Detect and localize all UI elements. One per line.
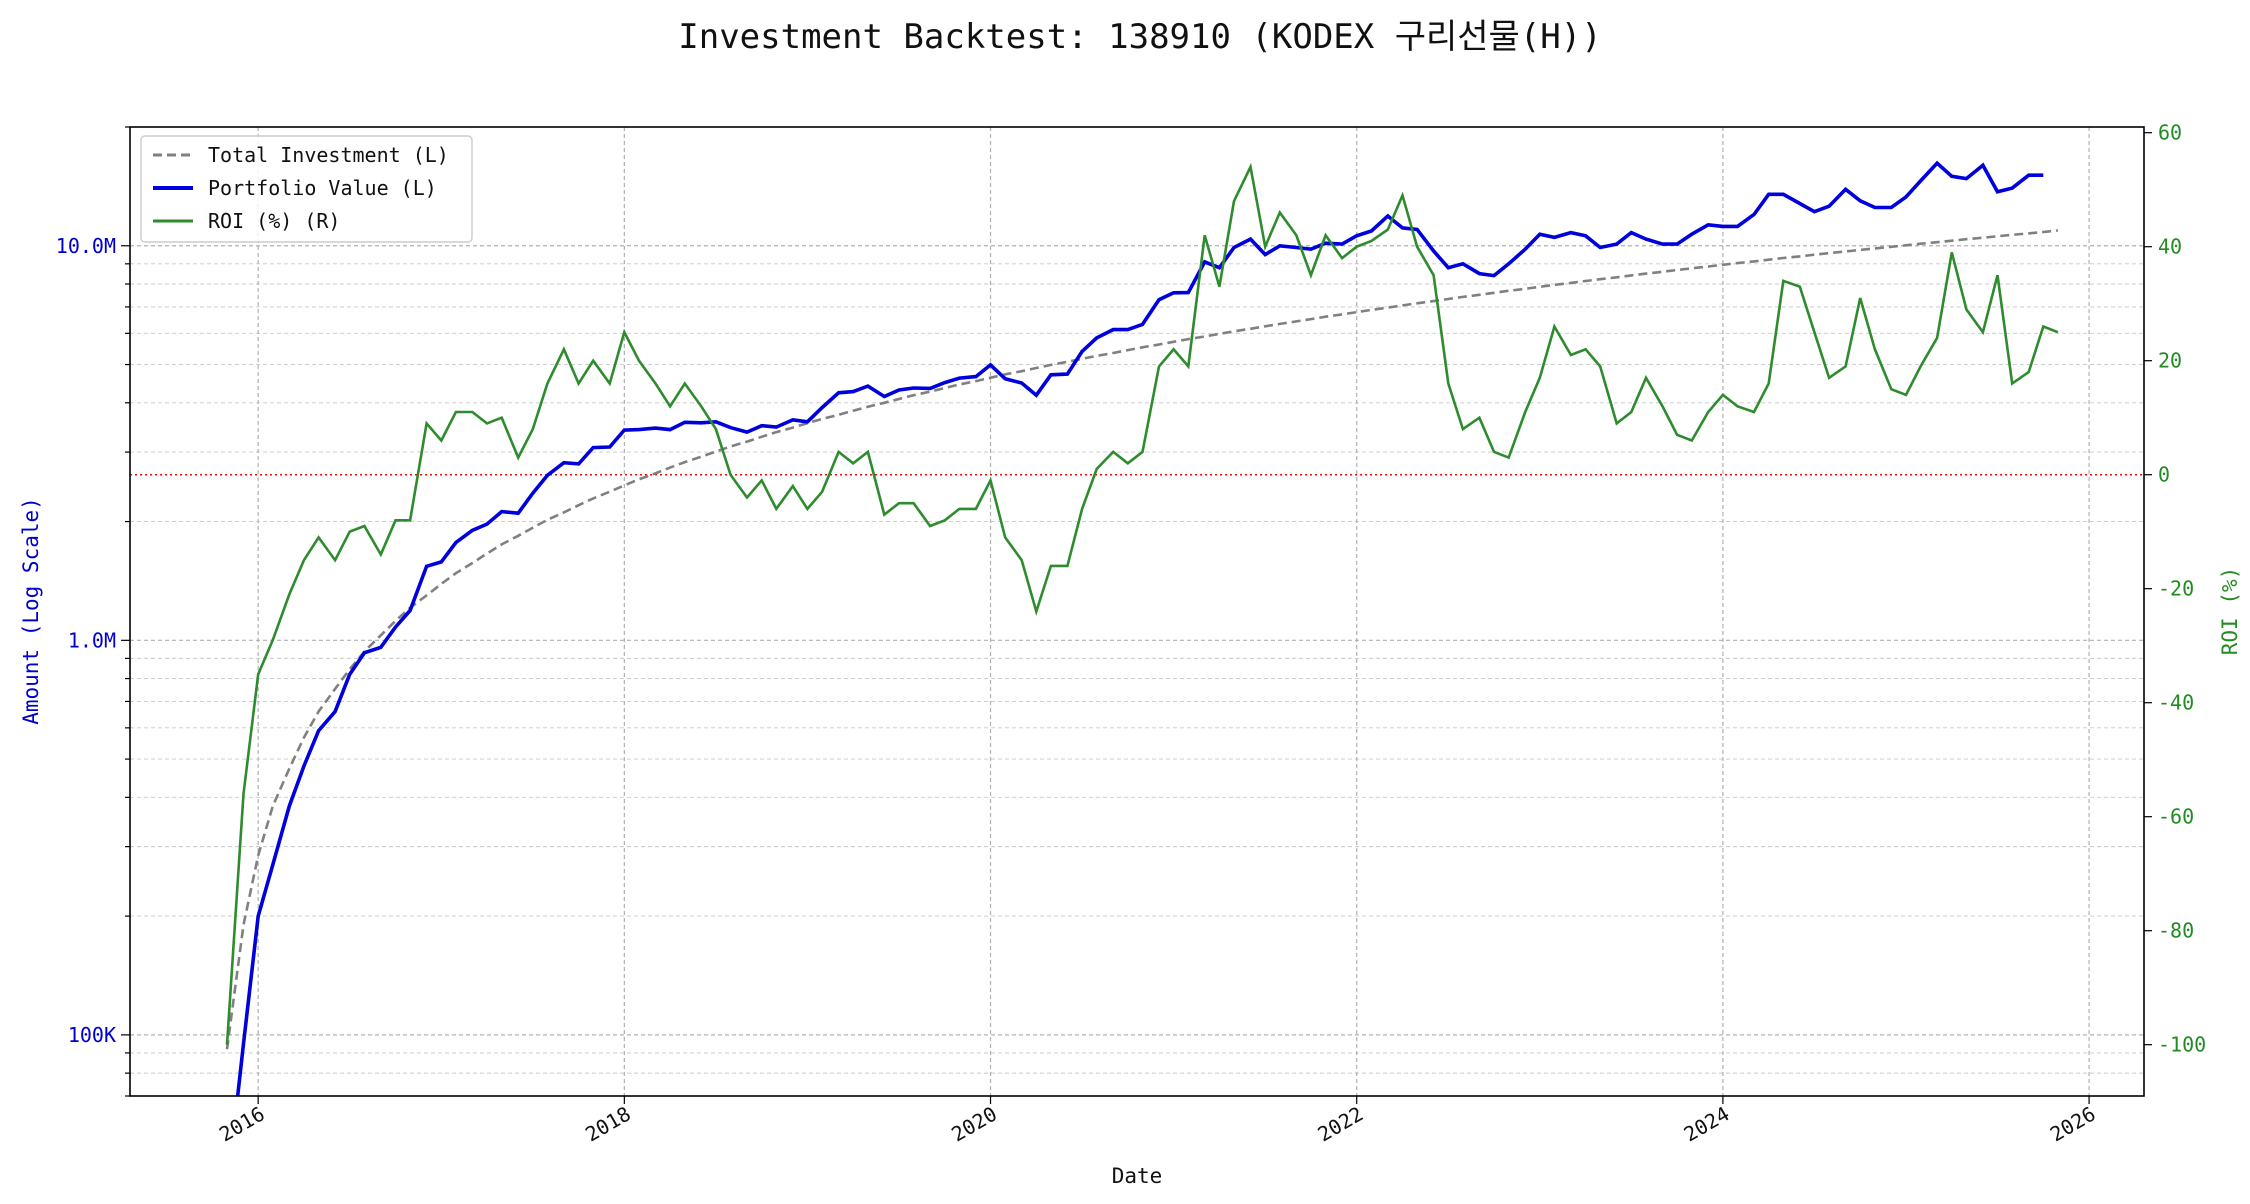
right-tick-label: -100 [2158,1033,2206,1057]
right-tick-label: -20 [2158,577,2194,601]
x-tick-label: 2018 [581,1102,635,1147]
x-tick-label: 2024 [1680,1102,1734,1147]
grid-layer [130,126,2144,1097]
plot-frame [129,126,2145,1097]
legend-label-portfolio-value: Portfolio Value (L) [208,176,437,200]
chart-title: Investment Backtest: 138910 (KODEX 구리선물(… [678,17,1601,57]
right-tick-label: -60 [2158,805,2194,829]
series-total-investment [225,229,2059,1050]
series-roi [225,162,2059,1045]
left-tick-label: 100K [68,1023,116,1047]
x-tick-label: 2022 [1313,1102,1367,1147]
legend-label-roi: ROI (%) (R) [208,209,340,233]
x-tick-label: 2020 [947,1102,1001,1147]
right-tick-label: 0 [2158,463,2170,487]
series-portfolio-value [235,160,2044,1096]
legend-box [140,135,473,243]
left-tick-label: 1.0M [68,628,116,652]
right-tick-label: 20 [2158,349,2182,373]
left-axis-label: Amount (Log Scale) [19,497,43,725]
legend-label-total-investment: Total Investment (L) [208,143,449,167]
x-tick-label: 2016 [215,1102,269,1147]
right-axis: -100 -80 -60 -40 -20 0 20 40 60 [2144,121,2206,1057]
right-tick-label: 60 [2158,121,2182,145]
right-tick-label: 40 [2158,235,2182,259]
right-tick-label: -40 [2158,691,2194,715]
x-axis-label: Date [1112,1164,1163,1188]
right-axis-label: ROI (%) [2218,567,2242,656]
chart-legend: Total Investment (L) Portfolio Value (L)… [140,135,473,243]
right-tick-label: -80 [2158,919,2194,943]
x-tick-label: 2026 [2046,1102,2100,1147]
left-axis: 100K 1.0M 10.0M [56,126,130,1097]
left-tick-label: 10.0M [56,234,116,258]
series-layer [130,160,2144,1096]
x-axis: 2016 2018 2020 2022 2024 2026 [215,1096,2100,1146]
